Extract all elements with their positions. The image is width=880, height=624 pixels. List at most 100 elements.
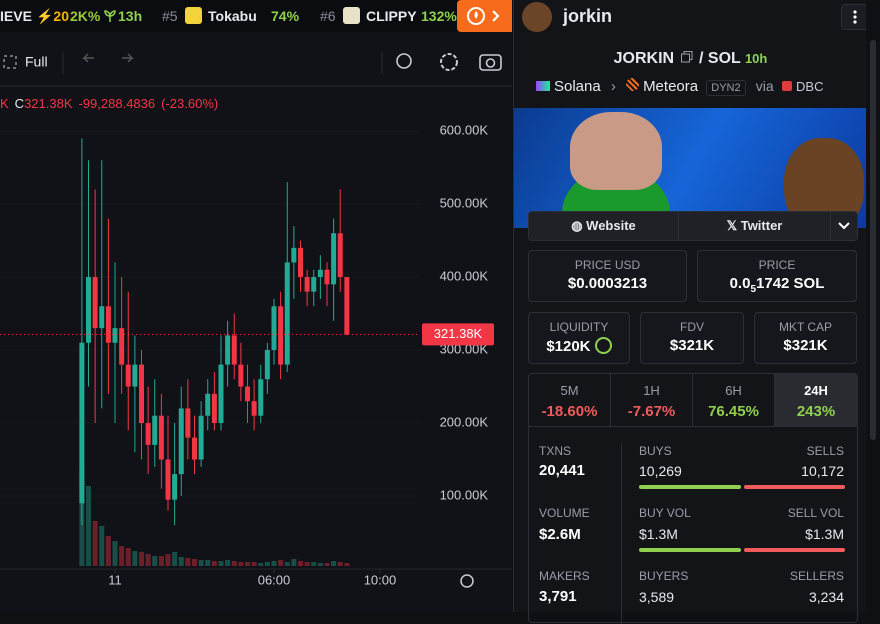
chain[interactable]: Solana — [554, 78, 601, 95]
dex[interactable]: Meteora — [643, 78, 699, 95]
ticker-change: 132% — [421, 8, 457, 24]
volume-bar — [311, 562, 317, 566]
token-name: jorkin — [563, 6, 613, 26]
candle-body — [225, 335, 231, 365]
candle-body — [231, 335, 237, 365]
volume-bar — [244, 562, 250, 566]
timeframe-tab[interactable]: 5M -18.60% — [529, 374, 611, 427]
stat-value: $0.0003213 — [567, 275, 648, 292]
stat-card: PRICE 0.051742 SOL — [697, 250, 857, 302]
volume-bar — [317, 563, 323, 566]
candle-body — [238, 364, 244, 387]
token-icon — [343, 7, 360, 24]
last-price-label: 321.38K — [434, 326, 483, 341]
legend-change: -99,288.4836 — [79, 96, 156, 111]
trending-ticker: IEVE ⚡20 2K% 13h #5 Tokabu 74% #6 CLIPPY… — [0, 0, 512, 32]
stat-label: PRICE — [758, 258, 796, 272]
volume-bar — [158, 556, 164, 566]
candle-body — [105, 306, 111, 343]
timeframe-label: 5M — [560, 383, 579, 398]
y-tick-label: 400.00K — [440, 268, 489, 283]
volume-bar — [178, 557, 184, 566]
ticker-name[interactable]: CLIPPY — [366, 8, 417, 24]
ticker-name[interactable]: IEVE — [0, 8, 32, 24]
timeframe-change: 243% — [796, 403, 836, 420]
liquidity-value: $120K — [546, 338, 591, 355]
volume-bar — [297, 561, 303, 566]
buy-vol-bar — [639, 548, 741, 552]
volume-bar — [92, 521, 98, 566]
x-tick-label: 10:00 — [364, 572, 397, 587]
copy-icon[interactable] — [680, 51, 693, 63]
via-label: via — [755, 78, 774, 94]
dex-badge: DYN2 — [706, 80, 746, 96]
settings-icon[interactable] — [440, 53, 458, 71]
timeframe-tab[interactable]: 1H -7.67% — [611, 374, 693, 427]
token-banner — [514, 108, 867, 228]
volume-value: $2.6M — [539, 526, 581, 543]
indicator-icon[interactable] — [396, 53, 412, 69]
makers-label: MAKERS — [539, 569, 590, 583]
ticker-age: 13h — [118, 8, 143, 24]
volume-bar — [238, 562, 244, 566]
volume-bar — [172, 552, 178, 566]
sell-bar — [744, 485, 845, 489]
candle-body — [145, 423, 151, 445]
launchpad[interactable]: DBC — [796, 79, 824, 94]
candle-body — [172, 474, 178, 500]
sell-vol-label: SELL VOL — [787, 506, 844, 520]
website-button[interactable]: ◍ Website — [529, 212, 679, 240]
range-button[interactable]: Full — [25, 54, 48, 70]
buy-bar — [639, 485, 741, 489]
sells-label: SELLS — [806, 444, 844, 458]
legend-tail: K — [0, 96, 9, 111]
scrollbar[interactable] — [866, 0, 880, 612]
txns-value: 20,441 — [539, 462, 585, 479]
candle-body — [158, 415, 164, 460]
candle-body — [344, 277, 350, 335]
legend-key: C — [15, 96, 24, 111]
axis-settings-icon[interactable] — [460, 574, 474, 588]
price-tail: 1742 SOL — [756, 275, 825, 292]
volume-bar — [271, 561, 277, 566]
candle-body — [264, 350, 270, 380]
candle-body — [185, 408, 191, 438]
volume-bar — [145, 554, 151, 566]
candle-body — [271, 306, 277, 351]
menu-button[interactable] — [841, 4, 869, 30]
stat-card: PRICE USD $0.0003213 — [528, 250, 687, 302]
ticker-boosts: ⚡20 — [36, 8, 70, 24]
volume-bar — [251, 562, 257, 566]
makers-value: 3,791 — [539, 588, 577, 605]
candle-body — [92, 277, 98, 329]
redo-icon[interactable] — [122, 53, 134, 63]
txns-label: TXNS — [539, 444, 572, 458]
volume-bar — [211, 561, 217, 566]
timeframe-label: 1H — [643, 383, 660, 398]
stat-card: FDV $321K — [640, 312, 744, 364]
undo-icon[interactable] — [82, 53, 94, 63]
volume-bar — [258, 563, 264, 566]
timeframe-change: -18.60% — [541, 403, 598, 420]
buyers-label: BUYERS — [639, 569, 689, 583]
timeframe-change: 76.45% — [708, 403, 759, 420]
timeframe-tab[interactable]: 6H 76.45% — [693, 374, 775, 427]
fullscreen-icon[interactable] — [3, 55, 17, 69]
candle-body — [244, 386, 250, 402]
ticker-rank: #6 — [320, 8, 336, 24]
twitter-button[interactable]: 𝕏 Twitter — [679, 212, 831, 240]
candle-body — [251, 401, 257, 416]
expand-button[interactable] — [837, 221, 851, 231]
volume-bar — [225, 560, 231, 566]
token-avatar — [522, 2, 552, 32]
camera-icon[interactable] — [479, 54, 502, 71]
candle-body — [198, 415, 204, 460]
candle-body — [258, 379, 264, 416]
next-button[interactable] — [457, 0, 512, 32]
chain-row: Solana › Meteora DYN2 via DBC — [536, 78, 824, 96]
sells-value: 10,172 — [801, 463, 844, 479]
ticker-name[interactable]: Tokabu — [208, 8, 257, 24]
sell-vol-value: $1.3M — [805, 526, 844, 542]
timeframe-tab[interactable]: 24H 243% — [775, 374, 857, 427]
